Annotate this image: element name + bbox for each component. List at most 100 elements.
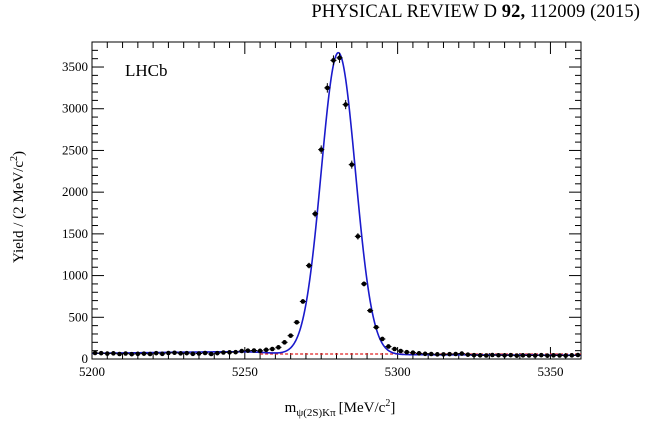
data-point — [104, 351, 110, 356]
data-point — [514, 353, 520, 358]
data-point — [422, 351, 428, 357]
data-point — [545, 353, 550, 358]
data-point — [184, 350, 190, 356]
data-point — [141, 351, 147, 356]
data-point — [172, 350, 177, 356]
data-point — [557, 353, 562, 358]
data-point — [563, 353, 569, 358]
data-point — [288, 333, 293, 338]
data-point — [312, 211, 318, 217]
data-point — [386, 344, 391, 349]
data-point — [410, 350, 416, 355]
data-point — [282, 340, 287, 345]
data-point — [251, 348, 257, 353]
total-fit-curve — [91, 51, 581, 357]
data-point — [190, 351, 196, 357]
y-axis-title: Yield / (2 MeV/c2) — [9, 151, 27, 263]
data-point — [416, 351, 422, 356]
data-point — [532, 353, 538, 358]
data-point — [453, 351, 458, 357]
data-point — [239, 348, 245, 354]
data-point — [520, 353, 526, 358]
data-point — [111, 351, 116, 356]
data-point — [441, 352, 446, 357]
y-tick-label: 1500 — [62, 226, 88, 241]
data-point — [502, 353, 507, 358]
data-point — [428, 351, 434, 357]
data-point — [270, 346, 275, 352]
data-point — [325, 85, 330, 91]
data-point — [575, 352, 581, 358]
data-point — [318, 147, 324, 152]
data-point — [490, 352, 495, 358]
plot-area: 5200 5250 5300 5350 0 500 1000 1500 2000 2500 3000… — [62, 41, 582, 379]
y-tick-label: 1000 — [62, 268, 88, 283]
y-tick-label: 3500 — [62, 59, 88, 74]
y-tick-label: 2000 — [62, 184, 88, 199]
plot-frame — [91, 41, 582, 360]
data-point — [117, 351, 122, 357]
data-point — [459, 351, 465, 356]
data-point — [349, 162, 355, 167]
x-tick-label: 5250 — [232, 364, 258, 379]
data-point — [538, 352, 544, 358]
data-point — [355, 234, 361, 239]
data-point — [147, 351, 153, 357]
lhcb-annotation: LHCb — [125, 61, 168, 80]
data-point — [569, 353, 575, 358]
data-point — [215, 350, 220, 356]
data-point — [245, 348, 251, 353]
journal-header: PHYSICAL REVIEW D 92, 112009 (2015) — [311, 2, 640, 23]
data-point — [551, 353, 556, 358]
data-point — [263, 347, 269, 353]
data-point — [276, 345, 281, 350]
x-tick-label: 5350 — [537, 364, 563, 379]
data-point — [373, 325, 379, 330]
data-point — [435, 352, 440, 357]
data-point — [447, 351, 452, 357]
data-point — [508, 352, 514, 358]
data-point — [129, 351, 135, 357]
data-point — [159, 351, 165, 357]
data-point — [367, 308, 373, 313]
data-point — [92, 350, 98, 356]
data-point — [477, 353, 483, 358]
journal-name: PHYSICAL REVIEW D — [311, 2, 498, 22]
data-point — [361, 281, 367, 287]
x-tick-label: 5300 — [385, 364, 411, 379]
journal-volume: 92, — [501, 2, 526, 22]
data-point — [153, 350, 159, 356]
data-point — [526, 353, 532, 358]
data-point — [331, 58, 336, 63]
data-point — [404, 349, 410, 355]
data-point — [471, 352, 477, 358]
y-tick-label: 3000 — [62, 101, 88, 116]
data-point — [98, 350, 104, 356]
y-tick-label: 500 — [69, 309, 89, 324]
data-point — [294, 319, 300, 325]
data-point — [123, 351, 128, 356]
article-number: 112009 (2015) — [529, 2, 640, 22]
data-point — [380, 336, 385, 342]
data-point — [306, 263, 312, 268]
data-point — [166, 350, 171, 356]
x-tick-label: 5200 — [79, 364, 105, 379]
y-tick-label: 2500 — [62, 142, 88, 157]
data-point — [233, 349, 238, 355]
data-point — [398, 348, 403, 354]
y-tick-label: 0 — [82, 351, 89, 366]
data-point — [343, 102, 348, 107]
data-point — [483, 353, 489, 358]
data-point — [392, 346, 397, 352]
data-point — [178, 351, 183, 356]
data-point — [257, 348, 263, 354]
data-point — [496, 352, 501, 358]
data-point — [202, 350, 208, 356]
data-point — [208, 351, 214, 357]
data-point — [300, 299, 306, 304]
data-point — [221, 350, 226, 355]
data-point — [227, 350, 232, 355]
x-axis-title: mψ(2S)Kπ [MeV/c2] — [285, 398, 396, 419]
data-point — [337, 55, 342, 61]
